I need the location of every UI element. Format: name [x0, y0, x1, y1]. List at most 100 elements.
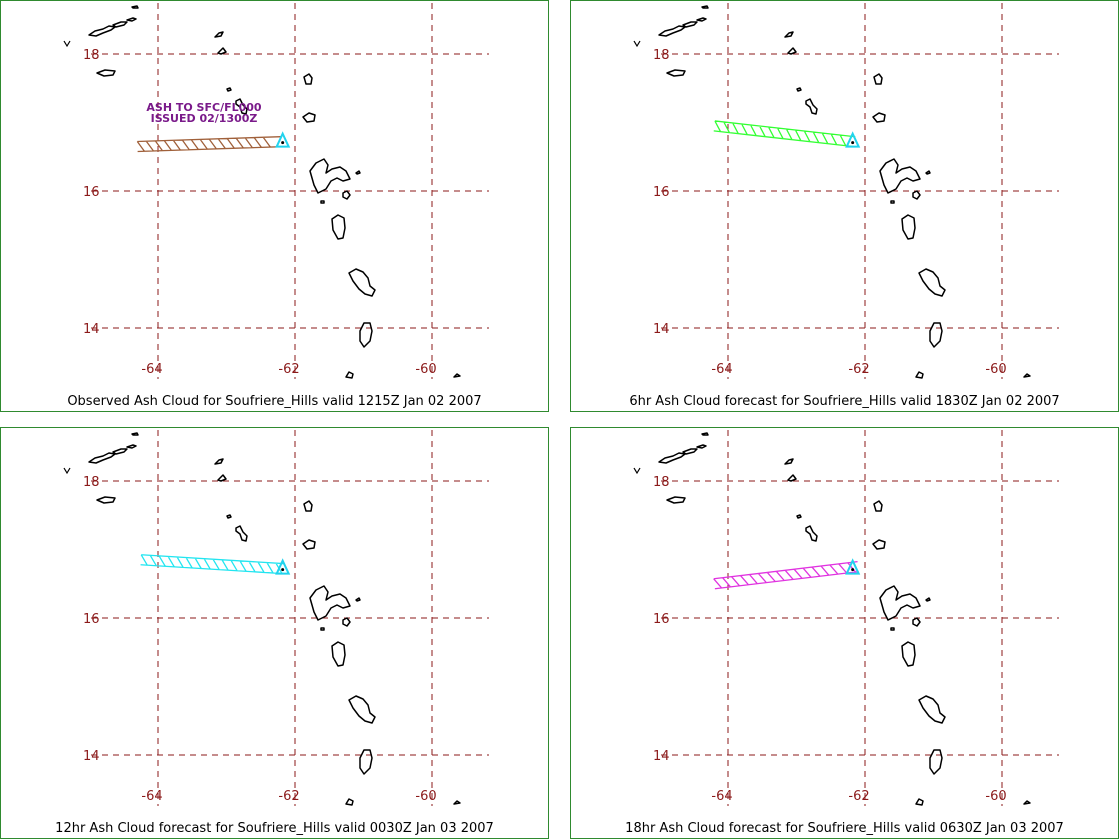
island-outline: [320, 627, 325, 631]
island-outline: [901, 641, 916, 667]
island-outline: [303, 500, 313, 512]
latitude-label: 18: [83, 475, 100, 490]
island-outline: [112, 21, 128, 28]
latitude-label: 18: [83, 48, 100, 63]
map-canvas: -64 -62 -60 18 16 14: [633, 430, 1059, 806]
map-panel-6hr: -64 -62 -60 18 16 14 6hr Ash Cloud forecast f…: [570, 0, 1119, 412]
grid-lines: [661, 430, 1059, 806]
longitude-label: -64: [141, 789, 162, 804]
island-outline: [929, 322, 943, 348]
volcano-triangle-icon: [275, 131, 291, 148]
island-outline: [348, 268, 376, 297]
island-outline: [453, 373, 461, 378]
island-outline: [348, 695, 376, 724]
panel-caption: Observed Ash Cloud for Soufriere_Hills v…: [67, 394, 482, 409]
island-outline: [226, 514, 232, 519]
island-outline: [796, 87, 802, 92]
island-outline: [331, 641, 346, 667]
island-outline: [872, 112, 886, 123]
island-outline: [912, 617, 921, 627]
grid-lines: [661, 3, 1059, 379]
island-outline: [696, 444, 707, 449]
island-outline: [873, 73, 883, 85]
volcano-triangle-icon: [845, 131, 861, 148]
island-outline: [96, 69, 116, 77]
island-outline: [787, 474, 797, 482]
island-outline: [112, 448, 128, 455]
island-outline: [226, 87, 232, 92]
longitude-label: -60: [415, 789, 436, 804]
island-outline: [359, 322, 373, 348]
longitude-label: -64: [711, 789, 732, 804]
island-outline: [345, 371, 354, 379]
longitude-label: -64: [141, 362, 162, 377]
island-outline: [872, 539, 886, 550]
island-outline: [784, 31, 794, 38]
island-outline: [805, 525, 818, 542]
island-outline: [787, 47, 797, 55]
latitude-label: 16: [653, 185, 670, 200]
island-outline: [658, 25, 686, 37]
longitude-label: -60: [985, 362, 1006, 377]
latitude-label: 18: [653, 48, 670, 63]
panel-caption: 18hr Ash Cloud forecast for Soufriere_Hi…: [625, 821, 1064, 836]
island-outline: [1023, 373, 1031, 378]
island-outline: [342, 617, 351, 627]
grid-lines: [91, 3, 489, 379]
island-outline: [873, 500, 883, 512]
volcano-point: [281, 141, 285, 145]
map-panel-12hr: -64 -62 -60 18 16 14 12hr Ash Cloud forecast …: [0, 427, 549, 839]
island-outline: [682, 448, 698, 455]
island-outline: [126, 17, 137, 22]
volcano-point: [851, 141, 855, 145]
island-outline: [929, 749, 943, 775]
longitude-label: -62: [278, 789, 299, 804]
island-outline: [345, 798, 354, 806]
longitude-label: -60: [415, 362, 436, 377]
island-outline: [88, 452, 116, 464]
coastlines: [658, 432, 1031, 806]
island-outline: [879, 158, 921, 194]
island-outline: [342, 190, 351, 200]
longitude-label: -62: [848, 362, 869, 377]
latitude-label: 16: [83, 612, 100, 627]
panel-caption: 6hr Ash Cloud forecast for Soufriere_Hil…: [629, 394, 1060, 409]
island-outline: [805, 98, 818, 115]
island-outline: [355, 170, 361, 175]
longitude-label: -62: [278, 362, 299, 377]
ash-cloud-area: [140, 554, 286, 575]
island-outline: [217, 474, 227, 482]
volcano-point: [851, 568, 855, 572]
island-outline: [666, 69, 686, 77]
island-outline: [890, 627, 895, 631]
map-panel-18hr: -64 -62 -60 18 16 14 18hr Ash Cloud forecast …: [570, 427, 1119, 839]
island-outline: [796, 514, 802, 519]
island-outline: [96, 496, 116, 504]
ash-annotation-text: ISSUED 02/1300Z: [151, 112, 258, 125]
grid-lines: [91, 430, 489, 806]
island-outline: [901, 214, 916, 240]
ash-cloud-area: [713, 561, 859, 590]
island-outline: [915, 371, 924, 379]
island-outline: [925, 597, 931, 602]
island-outline: [309, 158, 351, 194]
island-outline: [131, 432, 139, 436]
island-outline: [925, 170, 931, 175]
island-outline: [302, 112, 316, 123]
island-outline: [131, 5, 139, 9]
latitude-label: 14: [83, 322, 100, 337]
volcano-triangle-icon: [275, 558, 291, 575]
coastline: [63, 40, 71, 48]
island-outline: [320, 200, 325, 204]
longitude-label: -64: [711, 362, 732, 377]
island-outline: [331, 214, 346, 240]
map-panel-observed: -64 -62 -60 18 16 14 ASH TO SFC/FL000 ISSUED 02…: [0, 0, 549, 412]
island-outline: [309, 585, 351, 621]
island-outline: [302, 539, 316, 550]
panel-caption: 12hr Ash Cloud forecast for Soufriere_Hi…: [55, 821, 494, 836]
island-outline: [879, 585, 921, 621]
longitude-label: -60: [985, 789, 1006, 804]
map-canvas: -64 -62 -60 18 16 14: [63, 430, 489, 806]
coastlines: [88, 432, 461, 806]
